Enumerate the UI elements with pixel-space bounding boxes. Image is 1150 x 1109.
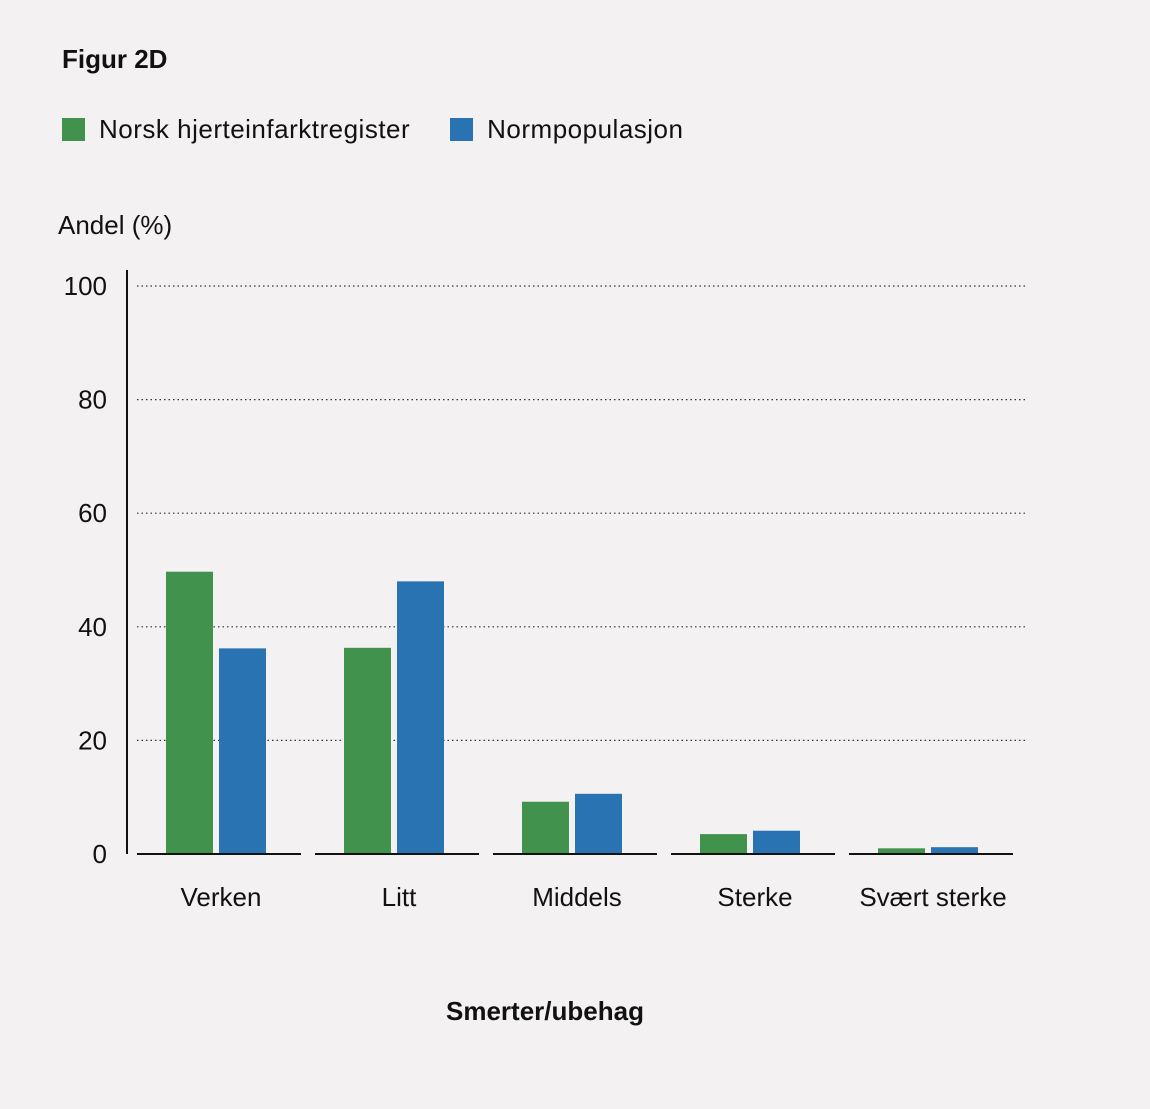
- x-tick-label: Verken: [181, 882, 262, 912]
- legend-item-register: Norsk hjerteinfarktregister: [62, 114, 410, 145]
- legend-label: Norsk hjerteinfarktregister: [99, 114, 411, 144]
- chart-title: Figur 2D: [62, 44, 168, 74]
- bar-norm: [931, 847, 978, 853]
- bar-norm: [397, 581, 444, 853]
- legend-label: Normpopulasjon: [487, 114, 684, 144]
- x-tick-label: Litt: [382, 882, 417, 912]
- bar-norm: [219, 648, 266, 853]
- legend-item-norm: Normpopulasjon: [450, 114, 683, 145]
- y-tick-label: 60: [78, 498, 107, 528]
- x-axis-label: Smerter/ubehag: [446, 996, 644, 1026]
- y-tick-label: 80: [78, 385, 107, 415]
- bar-register: [166, 571, 213, 853]
- bar-register: [344, 647, 391, 853]
- y-tick-label: 40: [78, 612, 107, 642]
- bar-norm: [575, 793, 622, 853]
- y-tick-label: 20: [78, 725, 107, 755]
- legend-swatch: [450, 118, 474, 141]
- legend-swatch: [62, 118, 85, 141]
- y-tick-label: 100: [64, 271, 107, 301]
- bar-register: [878, 848, 925, 853]
- y-tick-label: 0: [93, 839, 107, 869]
- bar-norm: [753, 830, 800, 853]
- x-tick-label: Sterke: [717, 882, 792, 912]
- bar-register: [522, 801, 569, 853]
- x-tick-label: Svært sterke: [859, 882, 1006, 912]
- x-tick-label: Middels: [532, 882, 622, 912]
- bar-register: [700, 834, 747, 853]
- y-axis-label: Andel (%): [58, 210, 173, 240]
- legend: Norsk hjerteinfarktregister Normpopulasj…: [62, 114, 683, 145]
